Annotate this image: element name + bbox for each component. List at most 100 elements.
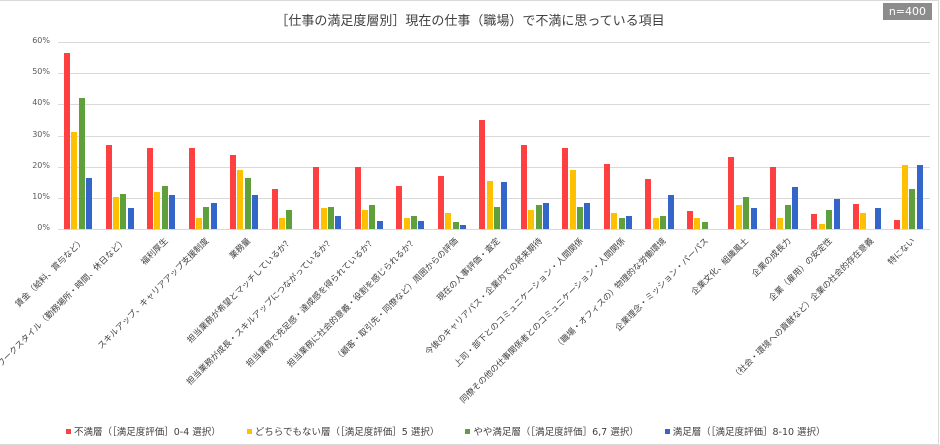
bar <box>279 218 286 229</box>
bar <box>916 164 923 229</box>
bar <box>362 209 369 229</box>
bar <box>230 154 237 229</box>
gridline <box>58 229 930 230</box>
gridline <box>58 73 930 74</box>
bar <box>501 182 508 229</box>
bar <box>237 170 244 229</box>
bar <box>154 192 161 229</box>
bar <box>410 216 417 229</box>
bar <box>369 205 376 229</box>
legend-swatch-icon <box>246 428 252 434</box>
legend-label: 不満層（［満足度評価］0-4 選択） <box>74 427 221 438</box>
bar <box>660 216 667 229</box>
bar <box>445 213 452 229</box>
bar <box>701 221 708 229</box>
legend: 不満層（［満足度評価］0-4 選択） どちらでもない層（［満足度評価］5 選択） や… <box>66 424 826 438</box>
bar <box>875 208 882 229</box>
bar <box>486 181 493 229</box>
bar <box>437 176 444 229</box>
legend-item: やや満足層（［満足度評価］6,7 選択） <box>465 424 639 438</box>
bar <box>818 224 825 229</box>
bar <box>777 218 784 229</box>
legend-label: どちらでもない層（［満足度評価］5 選択） <box>254 427 440 438</box>
bar <box>210 203 217 229</box>
legend-item: 不満層（［満足度評価］0-4 選択） <box>66 424 221 438</box>
bar <box>452 221 459 229</box>
bar <box>71 131 78 229</box>
bar <box>418 220 425 229</box>
legend-item: 満足層（［満足度評価］8-10 選択） <box>664 424 826 438</box>
bar <box>520 144 527 229</box>
bar <box>203 207 210 229</box>
y-tick-label: 20% <box>32 161 50 170</box>
bar <box>792 186 799 229</box>
legend-item: どちらでもない層（［満足度評価］5 選択） <box>246 424 440 438</box>
y-tick-label: 50% <box>32 67 50 76</box>
bar <box>603 163 610 229</box>
y-tick-label: 40% <box>32 98 50 107</box>
bar <box>354 166 361 229</box>
bar <box>320 208 327 229</box>
bar <box>528 209 535 229</box>
bar <box>611 213 618 229</box>
gridline <box>58 198 930 199</box>
bar <box>645 179 652 229</box>
bar <box>64 53 70 229</box>
bar <box>479 119 486 229</box>
bar <box>252 194 259 229</box>
gridline <box>58 104 930 105</box>
y-tick-label: 60% <box>32 36 50 45</box>
bar <box>694 218 701 229</box>
bar <box>569 170 576 229</box>
bar <box>376 220 383 229</box>
bar <box>577 207 584 229</box>
bar <box>667 194 674 229</box>
chart-title: ［仕事の満足度層別］現在の仕事（職場）で不満に思っている項目 <box>275 14 665 29</box>
legend-swatch-icon <box>465 428 471 434</box>
sample-size-badge: n=400 <box>882 3 932 20</box>
bar <box>494 207 501 229</box>
bar <box>652 218 659 229</box>
bar <box>562 148 569 229</box>
bar <box>833 199 840 229</box>
gridline <box>58 136 930 137</box>
bar <box>188 148 195 229</box>
bar <box>542 203 549 229</box>
bar <box>769 166 776 229</box>
bar <box>535 205 542 229</box>
bar <box>852 204 859 229</box>
bar <box>728 157 735 229</box>
legend-label: 満足層（［満足度評価］8-10 選択） <box>672 427 826 438</box>
bar <box>78 98 85 229</box>
bar <box>327 207 334 229</box>
bar <box>750 208 757 229</box>
bar <box>105 144 112 229</box>
bar <box>271 189 278 229</box>
y-tick-label: 10% <box>32 192 50 201</box>
bar <box>909 188 916 229</box>
bar <box>901 164 908 229</box>
bar <box>147 148 154 229</box>
bar <box>894 219 901 229</box>
bar <box>244 177 251 229</box>
bar <box>686 211 693 229</box>
bar <box>584 203 591 229</box>
bar <box>286 210 293 229</box>
bar <box>86 177 93 229</box>
y-tick-label: 0% <box>37 223 50 232</box>
bar <box>618 218 625 229</box>
bar <box>195 218 202 229</box>
bar <box>626 216 632 229</box>
bar <box>743 196 750 229</box>
bar <box>403 218 410 229</box>
bar <box>396 185 403 229</box>
bar <box>169 194 176 229</box>
bar <box>860 213 867 229</box>
bar <box>735 205 742 229</box>
bar <box>335 216 342 229</box>
bar <box>120 194 127 229</box>
y-tick-label: 30% <box>32 130 50 139</box>
bar <box>811 214 818 229</box>
legend-swatch-icon <box>664 428 670 434</box>
